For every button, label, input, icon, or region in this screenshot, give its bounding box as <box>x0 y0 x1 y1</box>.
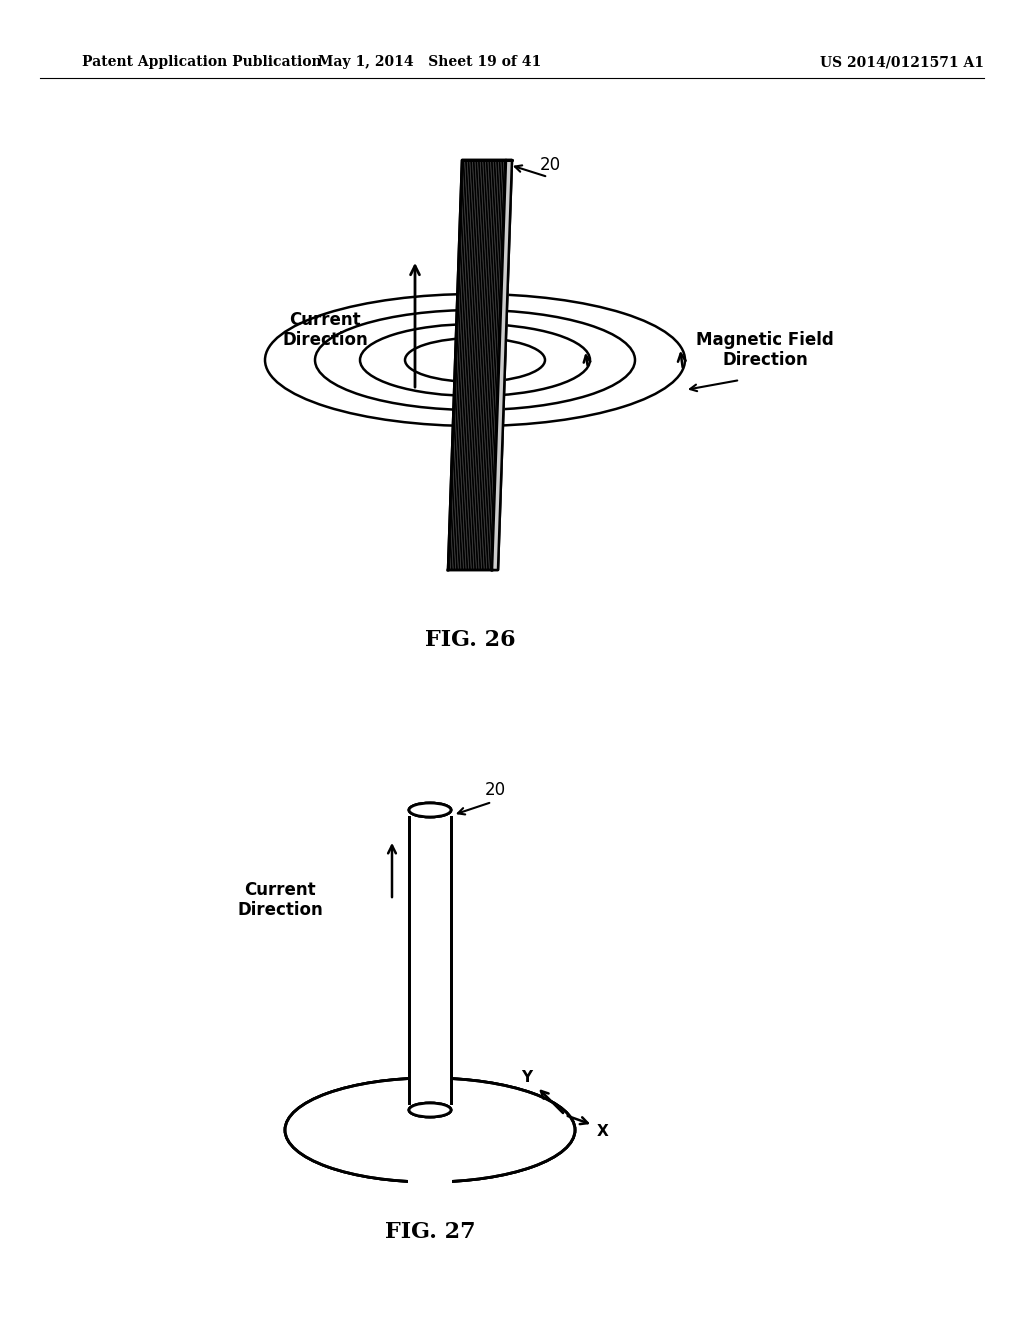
Text: FIG. 27: FIG. 27 <box>385 1221 475 1243</box>
Ellipse shape <box>409 803 451 817</box>
Ellipse shape <box>409 1104 451 1117</box>
Text: May 1, 2014   Sheet 19 of 41: May 1, 2014 Sheet 19 of 41 <box>318 55 542 69</box>
Ellipse shape <box>409 803 451 817</box>
Bar <box>409 817 451 1104</box>
Polygon shape <box>492 160 512 570</box>
Bar <box>408 1073 452 1187</box>
Ellipse shape <box>285 1078 575 1181</box>
Polygon shape <box>449 158 513 572</box>
Text: US 2014/0121571 A1: US 2014/0121571 A1 <box>820 55 984 69</box>
Ellipse shape <box>409 803 451 817</box>
Text: FIG. 26: FIG. 26 <box>425 630 515 651</box>
Text: Patent Application Publication: Patent Application Publication <box>82 55 322 69</box>
Text: X: X <box>597 1123 609 1138</box>
Text: 20: 20 <box>485 781 506 799</box>
Text: Current
Direction: Current Direction <box>238 880 323 920</box>
Text: Current
Direction: Current Direction <box>283 310 368 350</box>
Text: Y: Y <box>521 1069 532 1085</box>
Text: 20: 20 <box>540 156 561 174</box>
Ellipse shape <box>409 1104 451 1117</box>
Polygon shape <box>492 160 512 570</box>
Ellipse shape <box>409 1104 451 1117</box>
Bar <box>408 1073 452 1187</box>
Text: Magnetic Field
Direction: Magnetic Field Direction <box>696 330 834 370</box>
